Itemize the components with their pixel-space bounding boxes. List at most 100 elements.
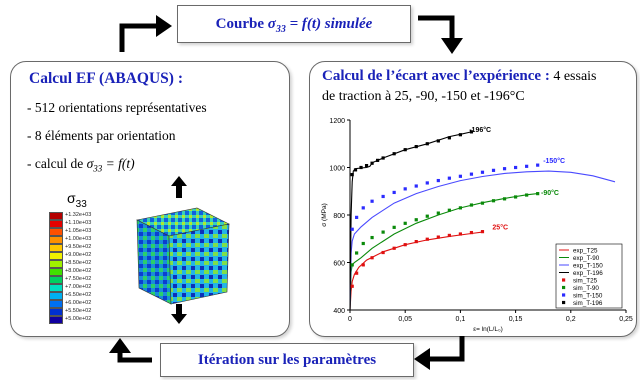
fe-cube-model xyxy=(136,176,230,324)
series-point-sim_T-90 xyxy=(514,195,518,199)
series-point-sim_T-196 xyxy=(447,136,451,140)
series-point-sim_T-150 xyxy=(355,215,359,219)
legend-swatch xyxy=(49,284,63,292)
temperature-label: -90°C xyxy=(541,189,559,197)
series-point-sim_T-196 xyxy=(436,139,440,143)
temperature-label: -196°C xyxy=(469,126,491,134)
legend-value: +5.00e+02 xyxy=(65,316,92,322)
legend-marker xyxy=(562,285,566,290)
series-point-sim_T25 xyxy=(425,237,429,241)
series-point-sim_T-196 xyxy=(414,145,418,149)
legend-entry: exp_T-196 xyxy=(573,270,603,277)
series-point-sim_T-196 xyxy=(359,165,363,170)
legend-swatch xyxy=(49,308,63,316)
legend-value: +9.00e+02 xyxy=(65,252,92,258)
arrow-right-to-bottom xyxy=(428,336,465,362)
series-point-sim_T-150 xyxy=(370,199,374,203)
series-line-exp_T-90 xyxy=(349,193,538,311)
series-point-sim_T-90 xyxy=(392,225,396,229)
series-point-sim_T-150 xyxy=(447,176,451,180)
legend-swatch xyxy=(49,260,63,268)
series-point-sim_T25 xyxy=(403,243,407,247)
arrow-left-to-top xyxy=(119,23,157,52)
comparison-title: Calcul de l’écart avec l’expérience : 4 … xyxy=(322,68,597,84)
series-point-sim_T-150 xyxy=(491,168,496,172)
legend-value: +8.00e+02 xyxy=(65,268,92,274)
series-point-sim_T-196 xyxy=(376,158,380,162)
chart-legend xyxy=(555,243,623,309)
y-axis-label: σ (MPa) xyxy=(321,203,328,227)
top-pill-text: Courbe σ33 = f(t) simulée xyxy=(215,16,373,35)
fe-panel-title: Calcul EF (ABAQUS) : xyxy=(29,70,183,87)
legend-value: +5.50e+02 xyxy=(65,308,92,314)
series-point-sim_T-196 xyxy=(425,142,429,146)
series-point-sim_T-196 xyxy=(381,156,385,160)
series-point-sim_T-150 xyxy=(425,181,429,185)
temperature-label: 25°C xyxy=(492,223,508,231)
series-point-sim_T25 xyxy=(381,250,385,255)
series-point-sim_T-90 xyxy=(370,235,374,240)
y-tick-label: 1000 xyxy=(329,166,345,173)
comparison-subtitle: de traction à 25, -90, -150 et -196°C xyxy=(322,89,525,104)
arrow-top-to-right xyxy=(418,15,455,40)
stress-strain-chart: 400 600 800 1000 1200 0 0,05 0,1 0,15 0,2 0,25 σ (M… xyxy=(321,118,633,333)
x-tick-label: 0,25 xyxy=(619,316,633,323)
series-point-sim_T-150 xyxy=(502,167,507,171)
series-point-sim_T-196 xyxy=(370,161,374,165)
legend-entry: sim_T-196 xyxy=(573,300,603,307)
legend-entry: exp_T25 xyxy=(573,247,598,254)
series-line-exp_T-196 xyxy=(349,131,472,311)
series-point-sim_T25 xyxy=(414,240,418,244)
series-point-sim_T-150 xyxy=(514,165,518,170)
series-point-sim_T-150 xyxy=(458,174,462,178)
x-tick-label: 0,15 xyxy=(509,316,523,323)
legend-swatch xyxy=(49,228,63,236)
series-point-sim_T-90 xyxy=(425,214,429,218)
series-point-sim_T-150 xyxy=(381,194,385,199)
x-tick-label: 0,05 xyxy=(398,316,412,323)
legend-value: +6.50e+02 xyxy=(65,292,92,298)
legend-swatch xyxy=(49,220,63,228)
series-line-exp_T25 xyxy=(349,231,483,311)
arrow-left-to-top-head-icon xyxy=(156,15,172,37)
series-point-sim_T-90 xyxy=(469,203,474,207)
legend-swatch xyxy=(49,300,63,308)
series-point-sim_T-196 xyxy=(458,133,462,137)
series-point-sim_T-90 xyxy=(458,206,462,210)
series-point-sim_T25 xyxy=(469,230,474,235)
series-point-sim_T-90 xyxy=(350,263,354,267)
x-tick-label: 0,2 xyxy=(566,316,576,323)
series-point-sim_T-90 xyxy=(355,251,359,255)
legend-value: +1.05e+03 xyxy=(65,228,92,234)
series-point-sim_T-150 xyxy=(392,190,396,195)
series-point-sim_T-196 xyxy=(392,152,396,156)
orientations-item: - 512 orientations représentatives xyxy=(27,100,207,115)
series-point-sim_T-90 xyxy=(525,193,529,197)
legend-value: +1.10e+03 xyxy=(65,220,92,226)
y-tick-label: 1200 xyxy=(329,118,345,125)
series-point-sim_T25 xyxy=(447,233,451,238)
series-point-sim_T-150 xyxy=(361,206,365,210)
legend-value: +6.00e+02 xyxy=(65,300,92,306)
legend-entry: sim_T25 xyxy=(573,277,598,284)
series-point-sim_T-90 xyxy=(361,241,365,246)
load-arrow-down-icon xyxy=(171,304,187,324)
series-point-sim_T25 xyxy=(355,271,359,275)
series-point-sim_T-150 xyxy=(480,170,485,174)
legend-entry: sim_T-150 xyxy=(573,292,603,299)
series-point-sim_T-90 xyxy=(414,218,418,222)
legend-swatch xyxy=(49,276,63,284)
x-tick-label: 0 xyxy=(348,316,352,323)
y-tick-label: 400 xyxy=(333,308,345,315)
fe-calculation-panel: Calcul EF (ABAQUS) : - 512 orientations … xyxy=(10,61,290,337)
series-point-sim_T-90 xyxy=(436,211,440,215)
series-point-sim_T25 xyxy=(458,232,462,236)
y-tick-label: 800 xyxy=(333,213,345,220)
series-line-exp_T-150 xyxy=(349,170,616,311)
series-point-sim_T25 xyxy=(392,246,396,250)
series-point-sim_T-90 xyxy=(536,192,540,196)
experiment-comparison-panel: Calcul de l’écart avec l’expérience : 4 … xyxy=(309,61,637,337)
x-axis-label: ε= ln(L/L₀) xyxy=(473,326,503,333)
legend-swatch xyxy=(49,252,63,260)
series-point-sim_T-196 xyxy=(353,168,358,172)
